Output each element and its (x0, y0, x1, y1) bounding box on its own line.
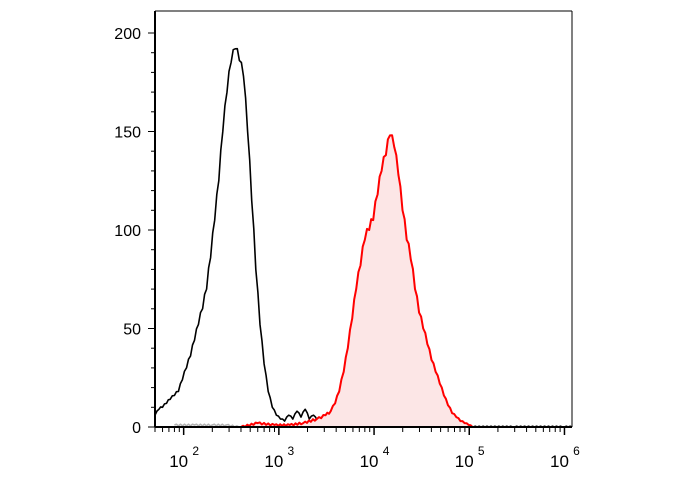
x-tick-base: 10 (550, 452, 569, 471)
x-tick-label: 10 3 (264, 444, 294, 471)
y-tick-label: 200 (114, 26, 141, 43)
x-tick-base: 10 (169, 452, 188, 471)
x-tick-base: 10 (455, 452, 474, 471)
x-axis-ticks: 10 2 10 3 10 4 10 5 10 6 (154, 427, 580, 471)
y-tick-label: 150 (114, 125, 141, 142)
x-tick-exponent: 4 (383, 444, 390, 458)
x-tick-base: 10 (360, 452, 379, 471)
x-tick-label: 10 6 (550, 444, 580, 471)
x-tick-exponent: 2 (192, 444, 199, 458)
series-1-area (241, 135, 473, 428)
x-tick-exponent: 6 (573, 444, 580, 458)
y-axis-ticks: 0 50 100 150 200 (114, 26, 155, 437)
y-tick-label: 0 (132, 420, 141, 437)
x-tick-label: 10 2 (169, 444, 199, 471)
y-tick-label: 100 (114, 223, 141, 240)
x-tick-base: 10 (264, 452, 283, 471)
x-tick-label: 10 4 (360, 444, 390, 471)
series-1-line (240, 134, 474, 428)
x-tick-exponent: 5 (478, 444, 485, 458)
y-tick-label: 50 (123, 322, 141, 339)
series-2-line (174, 423, 240, 428)
x-tick-exponent: 3 (288, 444, 295, 458)
x-tick-label: 10 5 (455, 444, 485, 471)
